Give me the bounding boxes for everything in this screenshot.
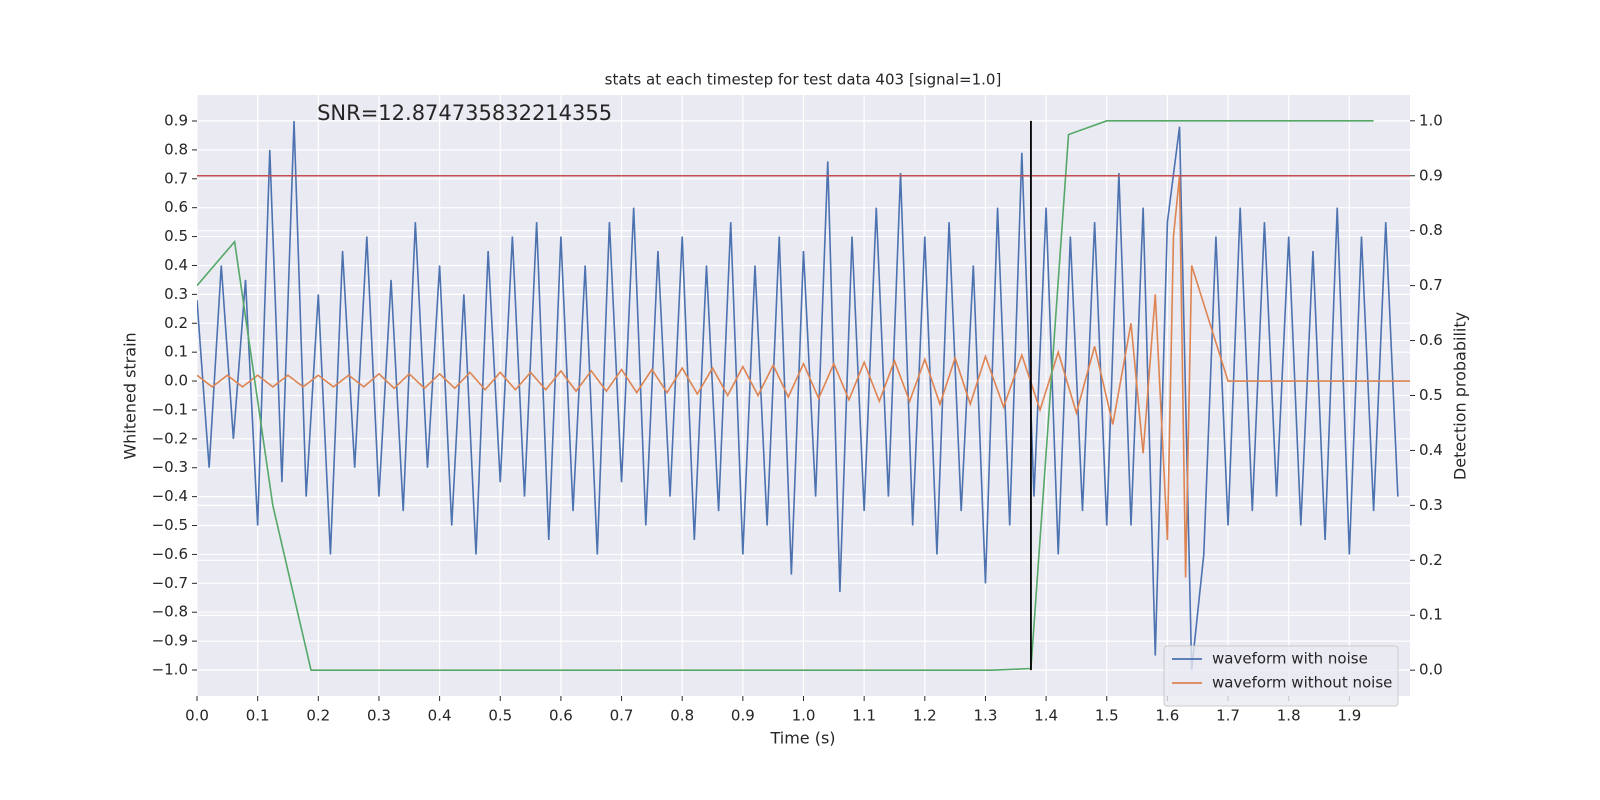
y-tick-label: 0.9: [164, 112, 188, 130]
y2-tick-label: 1.0: [1419, 111, 1443, 129]
x-tick-label: 1.0: [792, 707, 816, 725]
y-tick-label: 0.0: [164, 372, 188, 390]
y2-tick-label: 0.5: [1419, 386, 1443, 404]
y-tick-label: 0.3: [164, 285, 188, 303]
y-tick-label: 0.6: [164, 198, 188, 216]
y-tick-label: 0.4: [164, 256, 188, 274]
y2-tick-label: 0.0: [1419, 661, 1443, 679]
y-tick-label: −0.7: [152, 574, 188, 592]
y-tick-label: 0.8: [164, 140, 188, 158]
x-tick-label: 0.8: [670, 707, 694, 725]
chart-title: stats at each timestep for test data 403…: [605, 71, 1002, 89]
x-tick-label: 0.5: [488, 707, 512, 725]
series-line: [197, 120, 1399, 671]
plot-area: [197, 120, 1410, 671]
y2-tick-label: 0.6: [1419, 331, 1443, 349]
y2-axis-label: Detection probability: [1451, 312, 1470, 480]
y2-tick-label: 0.7: [1419, 276, 1443, 294]
legend-box: [1163, 645, 1399, 707]
y-tick-label: 0.7: [164, 169, 188, 187]
y-tick-label: −0.4: [152, 487, 188, 505]
y-tick-label: −0.5: [152, 516, 188, 534]
y2-tick-label: 0.3: [1419, 496, 1443, 514]
y-tick-label: −0.1: [152, 400, 188, 418]
series-line: [197, 120, 1374, 671]
y2-tick-label: 0.1: [1419, 606, 1443, 624]
x-tick-label: 0.2: [306, 707, 330, 725]
y-tick-label: −0.3: [152, 458, 188, 476]
y2-tick-label: 0.4: [1419, 441, 1443, 459]
x-tick-label: 0.3: [367, 707, 391, 725]
y-tick-label: −0.6: [152, 545, 188, 563]
y-tick-label: −0.8: [152, 603, 188, 621]
y-tick-label: −0.2: [152, 429, 188, 447]
y-axis-label: Whitened strain: [121, 332, 140, 459]
x-tick-label: 1.6: [1155, 707, 1179, 725]
x-tick-label: 0.1: [246, 707, 270, 725]
y-tick-label: 0.5: [164, 227, 188, 245]
x-tick-label: 1.8: [1277, 707, 1301, 725]
y2-tick-label: 0.2: [1419, 551, 1443, 569]
x-tick-label: 1.4: [1034, 707, 1058, 725]
x-axis-label: Time (s): [769, 729, 835, 748]
annotation: SNR=12.874735832214355: [317, 101, 612, 125]
x-tick-label: 1.1: [852, 707, 876, 725]
y2-tick-label: 0.9: [1419, 166, 1443, 184]
legend-label: waveform without noise: [1212, 674, 1392, 692]
x-tick-label: 1.3: [974, 707, 998, 725]
y-tick-label: 0.2: [164, 314, 188, 332]
legend-label: waveform with noise: [1212, 650, 1368, 668]
series-line: [197, 175, 1410, 578]
x-tick-label: 1.9: [1337, 707, 1361, 725]
y-tick-label: −0.9: [152, 632, 188, 650]
y-tick-label: 0.1: [164, 343, 188, 361]
x-tick-label: 0.0: [185, 707, 209, 725]
x-tick-label: 1.2: [913, 707, 937, 725]
x-tick-label: 0.6: [549, 707, 573, 725]
x-tick-label: 1.7: [1216, 707, 1240, 725]
x-tick-label: 1.5: [1095, 707, 1119, 725]
x-tick-label: 0.9: [731, 707, 755, 725]
x-tick-label: 0.4: [428, 707, 452, 725]
y2-tick-label: 0.8: [1419, 221, 1443, 239]
x-tick-label: 0.7: [610, 707, 634, 725]
y-tick-label: −1.0: [152, 660, 188, 678]
